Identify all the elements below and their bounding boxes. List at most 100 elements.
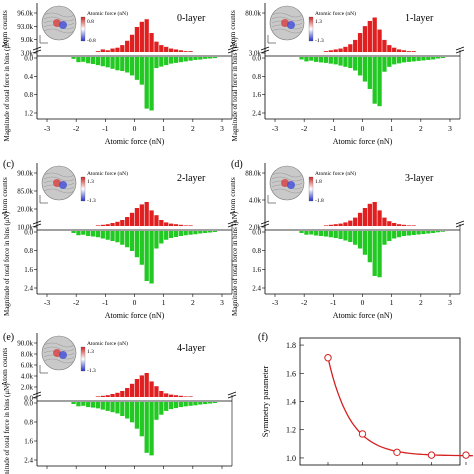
- force-bar: [338, 231, 343, 239]
- count-bar: [95, 51, 101, 52]
- colorbar-min: -1.3: [87, 198, 96, 204]
- axis-break-mark: [227, 220, 237, 225]
- layer-label: 4-layer: [177, 343, 206, 354]
- count-bar: [100, 224, 105, 226]
- x-axis-title: Atomic force (nN): [105, 311, 165, 320]
- count-bar: [372, 17, 377, 52]
- force-tick-label: 2.4: [252, 110, 261, 118]
- force-bar: [178, 402, 183, 408]
- x-tick-label: -3: [44, 124, 50, 133]
- count-bar: [134, 379, 140, 397]
- data-point: [462, 451, 470, 459]
- force-bar: [71, 231, 76, 233]
- force-bar: [318, 231, 324, 236]
- force-bar: [76, 402, 81, 407]
- force-bar: [154, 231, 159, 249]
- force-tick-label: 0.8: [24, 419, 33, 427]
- x-tick-label: -3: [272, 124, 278, 133]
- count-tick-label: 93.0k: [17, 23, 33, 31]
- force-bar: [377, 57, 382, 107]
- force-bar: [134, 231, 140, 258]
- force-tick-label: 2.4: [24, 285, 33, 293]
- force-bar: [333, 231, 338, 238]
- force-bar: [372, 57, 377, 104]
- force-bar: [144, 402, 149, 453]
- count-bar: [105, 395, 110, 397]
- count-bar: [173, 49, 179, 52]
- count-tick-label: 2.0k: [249, 224, 262, 232]
- x-tick-label: 2: [191, 124, 195, 133]
- count-bar: [120, 391, 125, 397]
- colorbar-title: Atomic force (nN): [87, 170, 128, 177]
- force-tick-label: 1.2: [24, 110, 33, 118]
- count-tick-label: 4.0k: [249, 197, 262, 205]
- force-bar: [110, 402, 115, 413]
- force-tick-label: 0.4: [24, 73, 33, 81]
- count-bar: [411, 225, 416, 226]
- force-bar: [90, 402, 96, 408]
- force-bar: [71, 402, 76, 405]
- fit-curve: [327, 357, 473, 457]
- x-tick-label: 1: [390, 298, 394, 307]
- count-bar: [382, 217, 387, 226]
- force-bar: [76, 231, 81, 236]
- count-bar: [110, 223, 115, 226]
- axis-break-mark: [260, 223, 270, 228]
- force-tick-label: 0.0: [24, 55, 33, 63]
- count-bar: [367, 203, 372, 226]
- force-bar: [164, 231, 169, 240]
- x-tick-label: 3: [220, 124, 224, 133]
- force-bar: [401, 231, 407, 236]
- count-bar: [129, 383, 135, 397]
- count-bar: [183, 51, 188, 52]
- force-bar: [95, 402, 101, 409]
- x-tick-label: 3: [448, 124, 452, 133]
- force-bar: [431, 57, 436, 60]
- force-bar: [144, 231, 149, 281]
- lattice-line: [271, 12, 303, 18]
- lattice-line: [43, 172, 75, 178]
- x-tick-label: 3: [220, 298, 224, 307]
- colorbar-title: Atomic force (nN): [315, 170, 356, 177]
- count-bar: [134, 26, 140, 52]
- force-bar: [139, 231, 144, 265]
- force-bar: [154, 57, 159, 69]
- force-hotspot-negative: [59, 181, 67, 189]
- count-tick-label: 6.0k: [21, 362, 34, 370]
- force-bar: [435, 231, 441, 233]
- lattice-line: [271, 16, 303, 22]
- count-bar: [100, 49, 105, 52]
- force-bar: [406, 57, 411, 62]
- count-bar: [139, 204, 144, 226]
- count-bar: [149, 33, 154, 52]
- count-tick-label: 80.0k: [245, 10, 261, 18]
- force-bar: [149, 57, 154, 111]
- force-bar: [188, 231, 193, 235]
- data-point: [393, 448, 401, 456]
- x-axis-title: Atomic force (nN): [333, 311, 393, 320]
- force-bar: [168, 402, 174, 410]
- force-bar: [90, 57, 96, 65]
- count-bar: [372, 202, 377, 226]
- counts-axis-title: Atom counts: [0, 177, 9, 216]
- force-bar: [198, 57, 203, 60]
- count-bar: [164, 222, 169, 226]
- count-bar: [406, 51, 411, 52]
- force-axis-title: Magnitude of total force in bins (μN): [3, 211, 11, 316]
- colorbar-title: Atomic force (nN): [87, 10, 128, 17]
- force-bar: [125, 231, 130, 248]
- count-bar: [333, 49, 338, 52]
- count-bar: [159, 45, 164, 52]
- count-bar: [173, 224, 179, 226]
- force-bar: [173, 402, 179, 409]
- count-tick-label: 20.0k: [17, 206, 33, 214]
- count-bar: [125, 217, 130, 226]
- force-bar: [168, 57, 174, 64]
- f-y-tick-label: 1.4: [286, 398, 296, 407]
- force-bar: [129, 57, 135, 76]
- force-bar: [95, 57, 101, 66]
- force-bar: [304, 57, 309, 62]
- count-bar: [362, 26, 368, 52]
- layer-label: 0-layer: [177, 13, 206, 24]
- force-bar: [362, 231, 368, 255]
